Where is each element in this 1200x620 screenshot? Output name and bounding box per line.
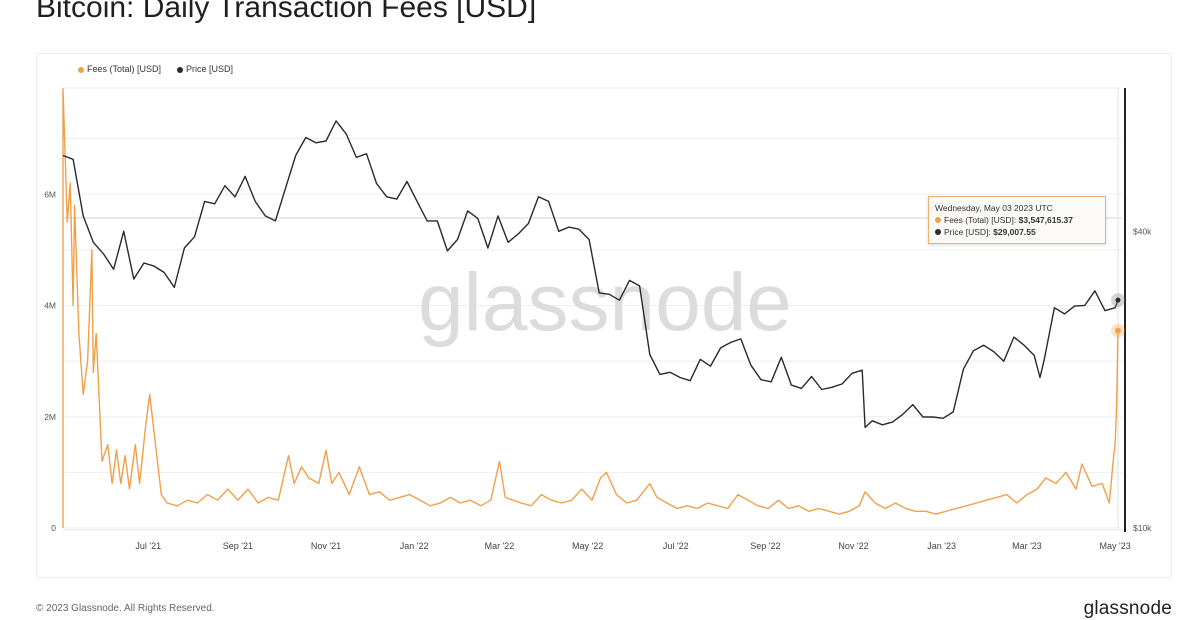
- fees-hover-point: [1115, 327, 1121, 334]
- price-dot-icon: [177, 66, 184, 73]
- price-series-line: [62, 120, 1119, 429]
- fees-series-line: [62, 87, 1119, 528]
- legend-label: Price [USD]: [186, 64, 234, 74]
- x-tick-label: May '22: [572, 541, 603, 551]
- x-tick-label: Sep '21: [223, 541, 253, 551]
- fees-dot-icon: [78, 66, 84, 73]
- x-tick-label: Nov '21: [311, 541, 341, 551]
- chart-panel: [36, 53, 1172, 578]
- chart-tooltip: Wednesday, May 03 2023 UTC Fees (Total) …: [928, 196, 1106, 244]
- page-title: Bitcoin: Daily Transaction Fees [USD]: [36, 0, 537, 24]
- y-right-tick-label: $10k: [1133, 523, 1152, 533]
- x-tick-label: Nov '22: [838, 541, 868, 551]
- legend-item-fees[interactable]: Fees (Total) [USD]: [78, 64, 161, 74]
- tooltip-date: Wednesday, May 03 2023 UTC: [935, 203, 1053, 213]
- y-left-tick-label: 0: [51, 523, 56, 533]
- fees-dot-icon: [935, 217, 941, 223]
- y-left-tick-label: 2M: [44, 412, 56, 422]
- price-dot-icon: [935, 229, 941, 235]
- legend-item-price[interactable]: Price [USD]: [177, 64, 233, 74]
- watermark: glassnode: [418, 257, 792, 348]
- tooltip-price-value: $29,007.55: [993, 227, 1036, 237]
- x-tick-label: Jan '23: [927, 541, 956, 551]
- glassnode-logo[interactable]: glassnode: [1083, 598, 1172, 619]
- x-tick-label: Jul '22: [663, 541, 689, 551]
- x-tick-label: May '23: [1099, 541, 1130, 551]
- price-hover-point: [1115, 297, 1121, 303]
- y-right-tick-label: $40k: [1133, 226, 1152, 236]
- x-tick-label: Jan '22: [400, 541, 429, 551]
- x-tick-label: Jul '21: [135, 541, 161, 551]
- chart-legend: Fees (Total) [USD] Price [USD]: [78, 64, 233, 74]
- tooltip-price-label: Price [USD]:: [944, 227, 991, 237]
- legend-label: Fees (Total) [USD]: [87, 64, 162, 74]
- tooltip-fees-value: $3,547,615.37: [1018, 215, 1074, 225]
- copyright: © 2023 Glassnode. All Rights Reserved.: [36, 603, 215, 614]
- x-tick-label: Mar '23: [1012, 541, 1042, 551]
- y-left-tick-label: 4M: [44, 301, 56, 311]
- tooltip-fees-label: Fees (Total) [USD]:: [944, 215, 1017, 225]
- x-tick-label: Mar '22: [485, 541, 515, 551]
- y-left-tick-label: 6M: [44, 189, 56, 199]
- x-tick-label: Sep '22: [750, 541, 780, 551]
